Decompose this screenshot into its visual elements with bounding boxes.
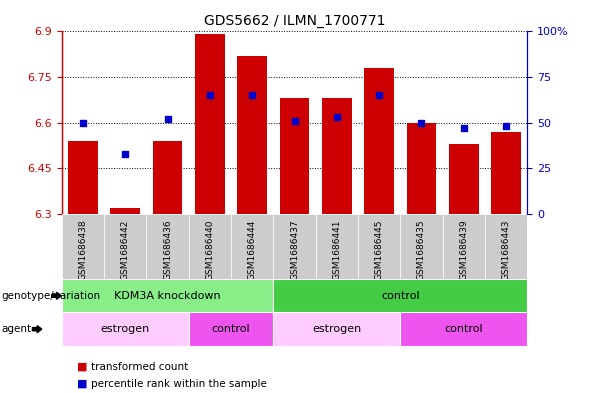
Text: GSM1686442: GSM1686442 <box>121 219 130 280</box>
Bar <box>62 214 104 279</box>
Text: GSM1686445: GSM1686445 <box>375 219 383 280</box>
Text: GSM1686443: GSM1686443 <box>501 219 511 280</box>
Text: percentile rank within the sample: percentile rank within the sample <box>91 378 267 389</box>
Bar <box>195 35 225 214</box>
Text: KDM3A knockdown: KDM3A knockdown <box>114 291 221 301</box>
Bar <box>188 214 231 279</box>
Title: GDS5662 / ILMN_1700771: GDS5662 / ILMN_1700771 <box>204 14 385 28</box>
Bar <box>364 68 394 214</box>
Bar <box>273 312 401 346</box>
Text: GSM1686439: GSM1686439 <box>459 219 468 280</box>
Text: genotype/variation: genotype/variation <box>1 291 100 301</box>
Text: estrogen: estrogen <box>101 324 150 334</box>
Bar <box>273 279 527 312</box>
Text: GSM1686437: GSM1686437 <box>290 219 299 280</box>
Bar <box>104 214 147 279</box>
Bar <box>273 214 316 279</box>
Bar <box>491 132 521 214</box>
Bar <box>442 214 485 279</box>
Bar <box>358 214 401 279</box>
Text: control: control <box>444 324 483 334</box>
Bar <box>62 312 188 346</box>
Text: ■: ■ <box>77 378 87 389</box>
Text: GSM1686440: GSM1686440 <box>206 219 214 280</box>
Bar <box>111 208 140 214</box>
Text: agent: agent <box>1 324 31 334</box>
Bar <box>231 214 273 279</box>
Bar <box>237 56 267 214</box>
Bar <box>153 141 183 214</box>
Bar <box>68 141 98 214</box>
Text: GSM1686444: GSM1686444 <box>248 219 257 280</box>
Bar <box>188 312 273 346</box>
Text: GSM1686436: GSM1686436 <box>163 219 172 280</box>
Text: ■: ■ <box>77 362 87 372</box>
Text: control: control <box>381 291 419 301</box>
Bar <box>401 214 442 279</box>
Bar <box>62 279 273 312</box>
Bar <box>280 99 309 214</box>
Bar <box>316 214 358 279</box>
Bar <box>147 214 188 279</box>
Text: GSM1686441: GSM1686441 <box>332 219 341 280</box>
Text: control: control <box>211 324 250 334</box>
Text: transformed count: transformed count <box>91 362 188 372</box>
Bar <box>401 312 527 346</box>
Text: GSM1686435: GSM1686435 <box>417 219 426 280</box>
Bar <box>322 99 352 214</box>
Bar <box>406 123 436 214</box>
Text: GSM1686438: GSM1686438 <box>78 219 88 280</box>
Bar <box>485 214 527 279</box>
Text: estrogen: estrogen <box>312 324 362 334</box>
Bar <box>449 144 478 214</box>
